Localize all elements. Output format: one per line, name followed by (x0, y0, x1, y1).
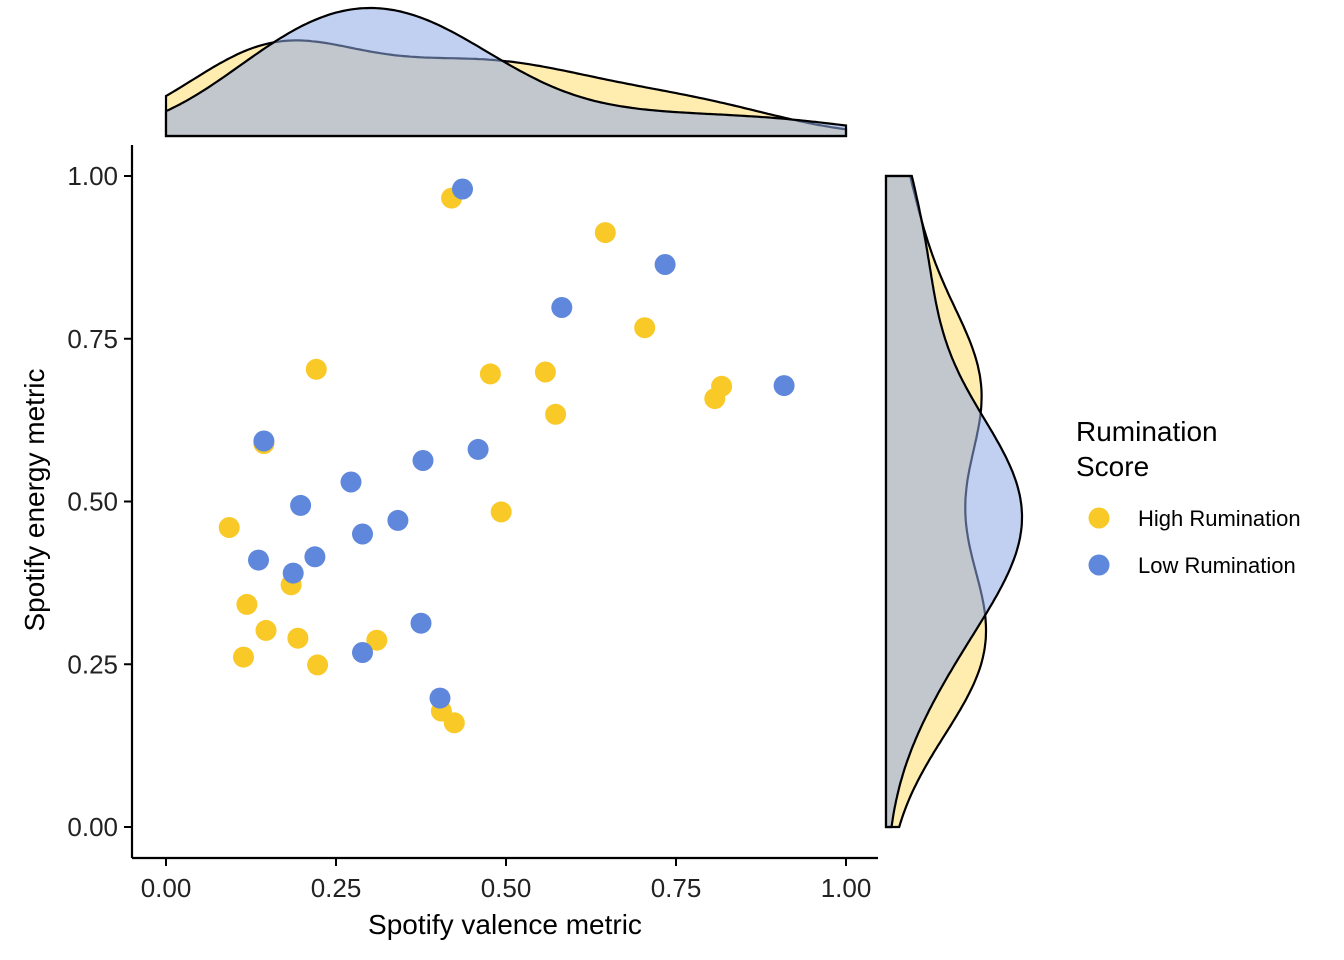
x-tick-label: 0.25 (311, 873, 362, 903)
top-density-low-rumination (164, 6, 848, 138)
data-point-low-rumination (410, 612, 432, 634)
x-tick-label: 1.00 (821, 873, 872, 903)
data-point-high-rumination (534, 361, 556, 383)
data-point-low-rumination (654, 254, 676, 275)
x-tick-label: 0.00 (141, 873, 192, 903)
data-point-high-rumination (307, 654, 329, 676)
data-point-low-rumination (340, 471, 362, 493)
legend-label-low-rumination: Low Rumination (1138, 553, 1296, 578)
data-point-low-rumination (282, 562, 304, 584)
y-tick-label: 0.50 (67, 487, 118, 517)
plot-points (218, 178, 795, 734)
data-point-low-rumination (452, 178, 473, 200)
y-tick-label: 0.25 (67, 649, 118, 679)
data-point-high-rumination (287, 627, 309, 649)
x-tick-label: 0.75 (651, 873, 702, 903)
right-density-low-rumination (884, 174, 1024, 829)
data-point-low-rumination (387, 509, 409, 531)
legend-label-high-rumination: High Rumination (1138, 506, 1301, 531)
top-marginal-density (164, 6, 848, 138)
data-point-high-rumination (490, 501, 512, 523)
legend-title-line-2: Score (1076, 451, 1149, 482)
data-point-high-rumination (443, 712, 465, 734)
data-point-high-rumination (255, 619, 277, 641)
data-point-high-rumination (366, 629, 388, 651)
legend: Rumination Score High Rumination Low Rum… (1076, 416, 1301, 578)
data-point-low-rumination (253, 430, 275, 452)
y-tick-label: 1.00 (67, 161, 118, 191)
data-point-low-rumination (773, 375, 795, 397)
data-point-low-rumination (551, 297, 573, 318)
x-axis-ticks: 0.00 0.25 0.50 0.75 1.00 (141, 858, 872, 903)
x-axis-title: Spotify valence metric (368, 909, 642, 940)
data-point-high-rumination (218, 517, 240, 538)
data-point-high-rumination (236, 593, 258, 615)
data-point-high-rumination (594, 222, 616, 244)
y-tick-label: 0.00 (67, 812, 118, 842)
legend-marker-high-rumination (1088, 507, 1110, 529)
y-tick-label: 0.75 (67, 324, 118, 354)
data-point-high-rumination (634, 317, 656, 339)
data-point-low-rumination (429, 687, 451, 709)
right-marginal-density (884, 174, 1024, 829)
data-point-high-rumination (233, 646, 254, 668)
data-point-high-rumination (545, 403, 567, 425)
data-point-low-rumination (304, 546, 326, 568)
data-point-low-rumination (467, 438, 489, 460)
data-point-low-rumination (352, 642, 373, 663)
data-point-high-rumination (479, 363, 501, 385)
x-tick-label: 0.50 (481, 873, 532, 903)
y-axis-title: Spotify energy metric (19, 369, 50, 632)
data-point-high-rumination (704, 388, 726, 410)
legend-title-line-1: Rumination (1076, 416, 1218, 447)
data-point-low-rumination (248, 549, 269, 571)
y-axis-ticks: 0.00 0.25 0.50 0.75 1.00 (67, 161, 132, 842)
data-point-low-rumination (412, 450, 434, 471)
legend-marker-low-rumination (1088, 554, 1110, 576)
data-point-high-rumination (305, 358, 327, 380)
data-point-low-rumination (290, 494, 312, 516)
data-point-low-rumination (352, 523, 373, 545)
